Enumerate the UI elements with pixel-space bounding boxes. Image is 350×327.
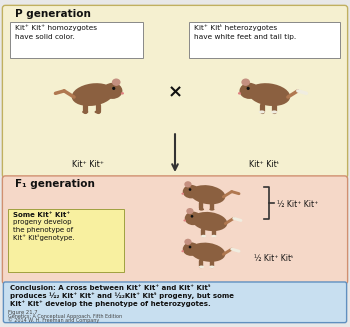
Ellipse shape bbox=[184, 181, 191, 187]
Ellipse shape bbox=[192, 212, 227, 231]
Ellipse shape bbox=[211, 235, 217, 237]
Text: ½ Kit⁺ Kitᵗ: ½ Kit⁺ Kitᵗ bbox=[254, 254, 294, 263]
Ellipse shape bbox=[248, 83, 290, 106]
Text: Some Kit⁺ Kit⁺: Some Kit⁺ Kit⁺ bbox=[13, 212, 70, 217]
FancyBboxPatch shape bbox=[189, 22, 340, 58]
FancyBboxPatch shape bbox=[4, 282, 346, 323]
FancyBboxPatch shape bbox=[2, 176, 348, 284]
Ellipse shape bbox=[184, 239, 191, 245]
Ellipse shape bbox=[82, 111, 88, 113]
Text: Genetics: A Conceptual Approach, Fifth Edition: Genetics: A Conceptual Approach, Fifth E… bbox=[8, 314, 122, 319]
Text: produces ½₂ Kit⁺ Kit⁺ and ½₂Kit⁺ Kitᵗ progeny, but some: produces ½₂ Kit⁺ Kit⁺ and ½₂Kit⁺ Kitᵗ pr… bbox=[10, 292, 234, 299]
Circle shape bbox=[112, 87, 116, 90]
Ellipse shape bbox=[183, 242, 200, 256]
Text: the phenotype of: the phenotype of bbox=[13, 227, 74, 233]
Ellipse shape bbox=[183, 219, 186, 221]
Text: Kit⁺ Kitᵗ heterozygotes: Kit⁺ Kitᵗ heterozygotes bbox=[194, 24, 277, 31]
Ellipse shape bbox=[239, 83, 259, 99]
Ellipse shape bbox=[271, 111, 277, 113]
Ellipse shape bbox=[199, 208, 204, 211]
Text: have solid color.: have solid color. bbox=[15, 34, 75, 40]
Text: ×: × bbox=[167, 84, 183, 102]
Text: Kit⁺ Kitᵗ: Kit⁺ Kitᵗ bbox=[249, 160, 279, 169]
Ellipse shape bbox=[121, 92, 124, 95]
Ellipse shape bbox=[183, 185, 200, 198]
Ellipse shape bbox=[209, 266, 215, 268]
FancyBboxPatch shape bbox=[2, 5, 348, 178]
Text: Kit⁺ Kitᵗgenotype.: Kit⁺ Kitᵗgenotype. bbox=[13, 234, 75, 241]
Ellipse shape bbox=[72, 83, 114, 106]
Text: Kit⁺ Kit⁺ homozygotes: Kit⁺ Kit⁺ homozygotes bbox=[15, 25, 97, 31]
Circle shape bbox=[189, 246, 191, 249]
Ellipse shape bbox=[190, 185, 225, 204]
Text: P generation: P generation bbox=[15, 9, 91, 19]
Text: Figure 21.7: Figure 21.7 bbox=[8, 310, 38, 315]
Ellipse shape bbox=[181, 193, 184, 195]
Ellipse shape bbox=[103, 83, 122, 99]
Ellipse shape bbox=[209, 208, 215, 211]
Ellipse shape bbox=[181, 250, 184, 252]
Ellipse shape bbox=[241, 78, 250, 86]
Text: F₁ generation: F₁ generation bbox=[15, 179, 95, 189]
FancyBboxPatch shape bbox=[8, 209, 124, 272]
Ellipse shape bbox=[185, 212, 201, 225]
Ellipse shape bbox=[199, 266, 204, 268]
Ellipse shape bbox=[190, 243, 225, 262]
Circle shape bbox=[191, 215, 193, 218]
Text: Kit⁺ Kit⁺ develop the phenotype of heterozygotes.: Kit⁺ Kit⁺ develop the phenotype of heter… bbox=[10, 300, 211, 307]
FancyBboxPatch shape bbox=[10, 22, 143, 58]
Text: ½ Kit⁺ Kit⁺: ½ Kit⁺ Kit⁺ bbox=[277, 200, 318, 209]
Text: progeny develop: progeny develop bbox=[13, 219, 72, 226]
Ellipse shape bbox=[94, 111, 101, 113]
Circle shape bbox=[189, 188, 191, 191]
Ellipse shape bbox=[201, 235, 206, 237]
Ellipse shape bbox=[112, 78, 120, 86]
Ellipse shape bbox=[259, 111, 265, 113]
Ellipse shape bbox=[186, 208, 194, 214]
Text: © 2014 W. H. Freeman and Company: © 2014 W. H. Freeman and Company bbox=[8, 317, 100, 323]
Text: Kit⁺ Kit⁺: Kit⁺ Kit⁺ bbox=[72, 160, 104, 169]
Text: have white feet and tail tip.: have white feet and tail tip. bbox=[194, 34, 296, 40]
Ellipse shape bbox=[238, 92, 241, 95]
Text: Conclusion: A cross between Kit⁺ Kit⁺ and Kit⁺ Kitᵗ: Conclusion: A cross between Kit⁺ Kit⁺ an… bbox=[10, 285, 211, 291]
Circle shape bbox=[246, 87, 250, 90]
